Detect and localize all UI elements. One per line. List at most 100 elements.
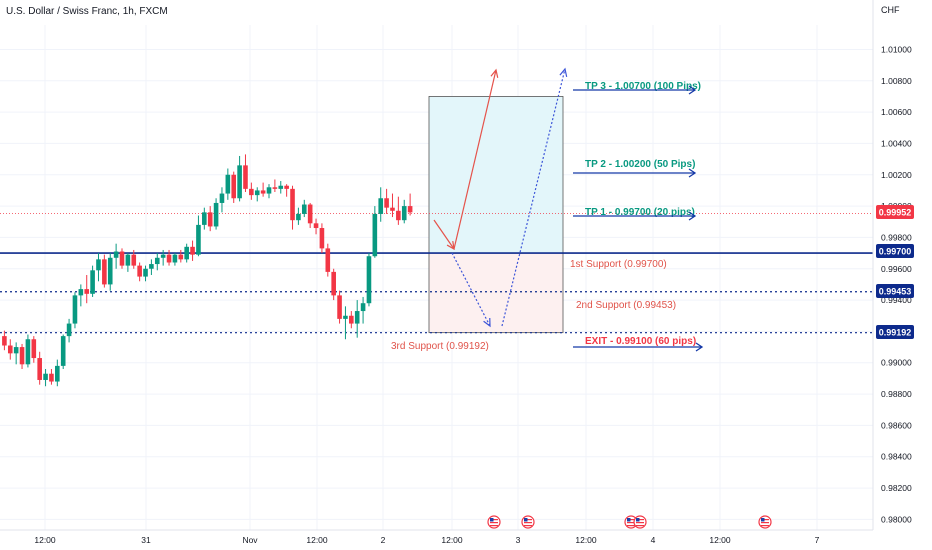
candle-body xyxy=(178,254,184,260)
flag-stripe xyxy=(627,525,635,527)
candle-body xyxy=(272,187,278,189)
candle-body xyxy=(37,358,42,380)
candle-body xyxy=(31,339,37,359)
us-flag-event-icon xyxy=(624,515,638,529)
flag-stripe xyxy=(627,522,635,524)
candle-body xyxy=(25,339,31,365)
candle-body xyxy=(290,188,295,221)
currency-label: CHF xyxy=(881,5,900,15)
candle-body xyxy=(213,202,219,227)
candle-body xyxy=(337,295,342,319)
candle-body xyxy=(343,315,348,319)
profit-target-zone xyxy=(428,96,564,254)
price-tick-label: 0.98600 xyxy=(881,420,912,430)
us-flag-event-icon xyxy=(633,515,647,529)
path-alt-arrowhead1 xyxy=(483,317,491,328)
time-tick-label: 4 xyxy=(651,535,656,545)
candle-body xyxy=(119,251,125,266)
time-axis: 12:00 31 Nov 12:00 2 12:00 3 12:00 4 12:00 7 xyxy=(34,535,819,545)
time-tick-label: 12:00 xyxy=(441,535,463,545)
candle-body xyxy=(372,213,378,257)
candle-body xyxy=(237,165,242,199)
badge-support2: 0.99453 xyxy=(876,284,914,298)
candle-body xyxy=(266,187,272,194)
projected-paths xyxy=(433,67,568,328)
candle-body xyxy=(160,254,166,258)
candle-body xyxy=(7,345,13,354)
candle-body xyxy=(84,289,90,294)
candle-body xyxy=(43,373,48,380)
candle-body xyxy=(196,224,201,255)
support-1-label: 1st Support (0.99700) xyxy=(570,259,667,270)
path-alt-arrowhead2 xyxy=(559,67,568,77)
candle-body xyxy=(55,365,60,382)
candle-body xyxy=(2,336,7,346)
candle-body xyxy=(107,257,113,285)
flag-stripe xyxy=(761,519,769,521)
flag-stripe xyxy=(524,519,532,521)
candle-body xyxy=(19,347,25,365)
badge-current-value: 0.99952 xyxy=(879,208,912,218)
target-arrow-head xyxy=(688,85,697,95)
flag-stripe xyxy=(636,522,644,524)
badge-support1: 0.99700 xyxy=(876,244,914,258)
badge-support3-value: 0.99192 xyxy=(879,328,912,338)
time-tick-label: 12:00 xyxy=(34,535,56,545)
candle-body xyxy=(301,204,307,214)
time-tick-label: 12:00 xyxy=(575,535,597,545)
candle-body xyxy=(190,246,195,255)
badge-support2-value: 0.99453 xyxy=(879,287,912,297)
time-tick-label: Nov xyxy=(242,535,258,545)
candle-body xyxy=(60,336,66,366)
price-tick-label: 0.98400 xyxy=(881,452,912,462)
candle-body xyxy=(225,174,231,194)
path-up-arrowhead xyxy=(490,68,499,78)
candle-body xyxy=(284,185,289,189)
flag-stripe xyxy=(636,525,644,527)
path-up-leg1 xyxy=(433,219,455,250)
candle-body xyxy=(72,295,78,324)
candle-body xyxy=(137,265,142,277)
candle-body xyxy=(378,198,384,214)
support-3-label: 3rd Support (0.99192) xyxy=(391,341,489,352)
candle-body xyxy=(172,254,178,263)
candle-body xyxy=(143,268,148,277)
economic-events xyxy=(487,515,772,529)
time-tick-label: 7 xyxy=(815,535,820,545)
candle-body xyxy=(313,223,319,229)
path-alt-leg2 xyxy=(501,68,566,327)
candle-body xyxy=(13,347,19,354)
candle-body xyxy=(243,165,248,189)
candle-body xyxy=(49,373,54,382)
candle-body xyxy=(354,311,360,324)
price-tick-label: 0.99400 xyxy=(881,295,912,305)
candle-body xyxy=(331,271,336,296)
tp1-label: TP 1 - 0.99700 (20 pips) xyxy=(585,207,695,218)
candle-body xyxy=(390,207,395,211)
target-arrows xyxy=(573,85,704,352)
candle-body xyxy=(384,198,389,208)
flag-canton xyxy=(490,518,494,522)
time-tick-label: 3 xyxy=(516,535,521,545)
target-arrow-head xyxy=(688,211,697,221)
candle-body xyxy=(249,188,254,196)
candle-body xyxy=(260,190,266,194)
target-arrow-head xyxy=(688,168,697,178)
candle-body xyxy=(90,270,95,294)
candle-body xyxy=(396,210,401,221)
candles xyxy=(2,154,413,387)
flag-stripe xyxy=(524,522,532,524)
candle-body xyxy=(325,248,331,272)
candle-body xyxy=(254,190,260,196)
price-tick-label: 0.98000 xyxy=(881,514,912,524)
candle-body xyxy=(278,185,284,189)
candle-body xyxy=(319,228,325,249)
flag-stripe xyxy=(524,525,532,527)
candle-body xyxy=(96,259,101,271)
flag-canton xyxy=(627,518,631,522)
badge-support1-value: 0.99700 xyxy=(879,247,912,257)
candle-body xyxy=(131,254,137,266)
price-tick-label: 1.01000 xyxy=(881,44,912,54)
candle-body xyxy=(154,257,160,265)
